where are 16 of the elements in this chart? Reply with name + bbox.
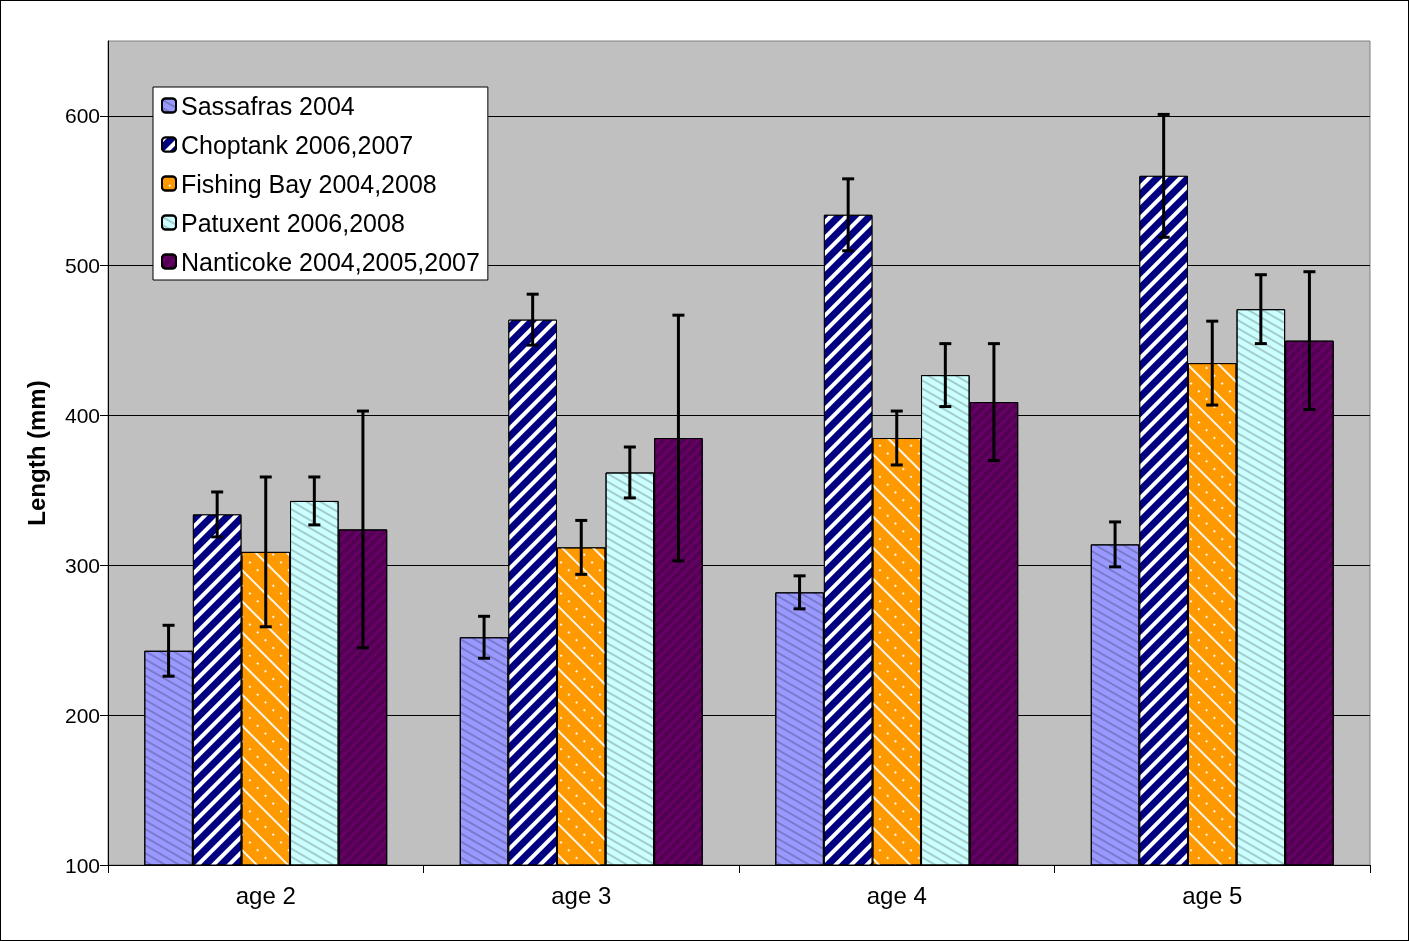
legend-label: Nanticoke 2004,2005,2007 bbox=[181, 247, 480, 276]
y-tick-label: 300 bbox=[64, 553, 100, 577]
legend-label: Patuxent 2006,2008 bbox=[181, 208, 405, 237]
x-tick-label: age 5 bbox=[1182, 881, 1243, 909]
y-tick-label: 100 bbox=[64, 853, 100, 877]
x-tick-label: age 4 bbox=[866, 881, 927, 909]
legend-label: Choptank 2006,2007 bbox=[181, 130, 414, 159]
y-axis-title: Length (mm) bbox=[22, 380, 50, 526]
y-tick-label: 200 bbox=[64, 703, 100, 727]
y-tick-label: 600 bbox=[64, 104, 100, 128]
y-tick-label: 500 bbox=[64, 254, 100, 278]
legend-label: Fishing Bay 2004,2008 bbox=[181, 169, 437, 198]
y-tick-label: 400 bbox=[64, 404, 100, 428]
x-tick-label: age 3 bbox=[551, 881, 612, 909]
legend-label: Sassafras 2004 bbox=[181, 91, 355, 120]
x-tick-label: age 2 bbox=[235, 881, 296, 909]
